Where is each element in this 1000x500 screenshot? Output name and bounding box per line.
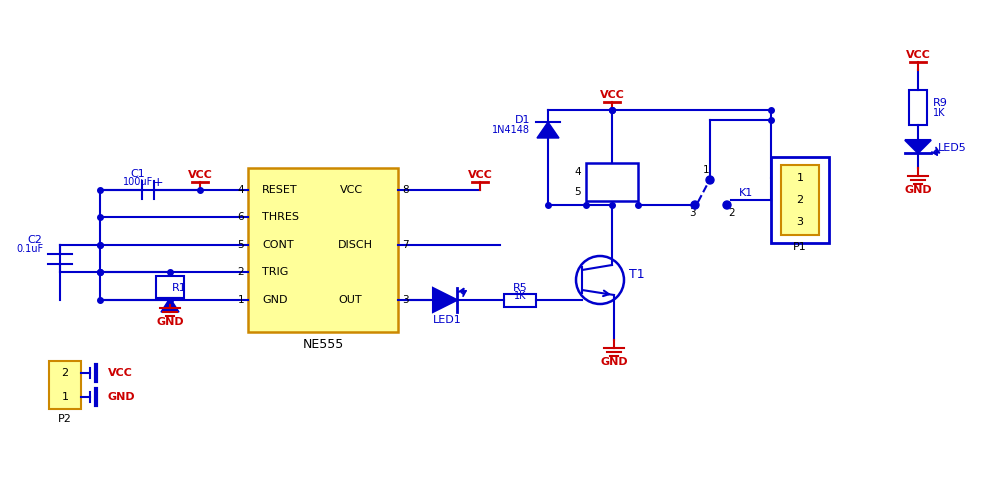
Text: 1: 1 — [703, 165, 709, 175]
Text: 2: 2 — [61, 368, 69, 378]
Text: GND: GND — [904, 185, 932, 195]
Bar — [49, 361, 81, 409]
Text: GND: GND — [108, 392, 136, 402]
Text: 1: 1 — [796, 173, 804, 183]
Circle shape — [723, 201, 731, 209]
Text: P2: P2 — [58, 414, 72, 424]
Bar — [248, 168, 398, 332]
Text: OUT: OUT — [338, 295, 362, 305]
Text: 5: 5 — [237, 240, 244, 250]
Text: 3: 3 — [402, 295, 409, 305]
Text: GND: GND — [156, 317, 184, 327]
Text: GND: GND — [262, 295, 288, 305]
Text: THRES: THRES — [262, 212, 299, 222]
Text: 8: 8 — [402, 185, 409, 195]
Text: R9: R9 — [933, 98, 948, 108]
Text: 2: 2 — [796, 195, 804, 205]
Polygon shape — [537, 122, 559, 138]
Text: 1K: 1K — [514, 291, 526, 301]
Text: 4: 4 — [237, 185, 244, 195]
Circle shape — [576, 256, 624, 304]
Text: 1N4148: 1N4148 — [492, 125, 530, 135]
Circle shape — [691, 201, 699, 209]
Text: C2: C2 — [28, 235, 42, 245]
Text: TRIG: TRIG — [262, 267, 288, 277]
Text: K1: K1 — [739, 188, 753, 198]
Text: VCC: VCC — [188, 170, 212, 180]
Text: 1: 1 — [62, 392, 68, 402]
Text: LED1: LED1 — [433, 315, 461, 325]
Bar — [586, 163, 638, 201]
Bar — [504, 294, 536, 306]
Text: RESET: RESET — [262, 185, 298, 195]
Text: VCC: VCC — [340, 185, 363, 195]
Text: 1: 1 — [237, 295, 244, 305]
Text: 6: 6 — [237, 212, 244, 222]
Text: P1: P1 — [793, 242, 807, 252]
Text: CONT: CONT — [262, 240, 294, 250]
Text: VCC: VCC — [906, 50, 930, 60]
Bar — [771, 157, 829, 243]
Text: DISCH: DISCH — [338, 240, 373, 250]
Circle shape — [706, 176, 714, 184]
Text: D1: D1 — [514, 115, 530, 125]
Text: 0.1uF: 0.1uF — [16, 244, 44, 254]
Text: GND: GND — [600, 357, 628, 367]
Text: C1: C1 — [131, 169, 145, 179]
Text: 3: 3 — [689, 208, 695, 218]
Text: LED5: LED5 — [938, 143, 967, 153]
Polygon shape — [161, 298, 179, 312]
Bar — [156, 276, 184, 298]
Polygon shape — [433, 288, 457, 312]
Text: VCC: VCC — [108, 368, 133, 378]
Bar — [909, 90, 927, 125]
Text: +: + — [153, 176, 163, 190]
Text: 100uF: 100uF — [123, 177, 153, 187]
Text: 2: 2 — [729, 208, 735, 218]
Text: NE555: NE555 — [302, 338, 344, 351]
Text: 4: 4 — [574, 167, 581, 177]
Text: VCC: VCC — [468, 170, 492, 180]
Text: R1: R1 — [172, 283, 187, 293]
Text: 7: 7 — [402, 240, 409, 250]
Bar — [781, 165, 819, 235]
Text: 2: 2 — [237, 267, 244, 277]
Text: 3: 3 — [796, 217, 804, 227]
Text: T1: T1 — [629, 268, 645, 281]
Polygon shape — [905, 140, 931, 153]
Text: 1K: 1K — [933, 108, 946, 118]
Text: 5: 5 — [574, 187, 581, 197]
Text: VCC: VCC — [600, 90, 624, 100]
Text: R5: R5 — [513, 283, 527, 293]
